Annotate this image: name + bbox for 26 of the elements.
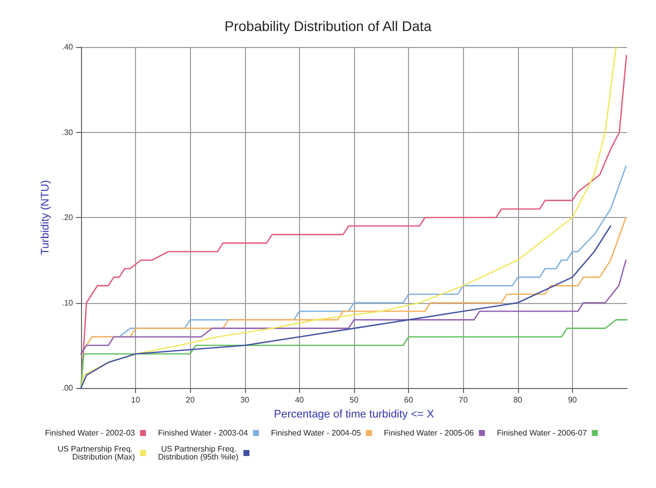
x-tick-label: 10 bbox=[131, 396, 141, 404]
y-tick-label: .30 bbox=[62, 128, 74, 137]
legend-label: Finished Water - 2002-03 bbox=[45, 428, 136, 438]
legend-label: US Partnership Freq. Distribution (95th %ile) bbox=[158, 444, 239, 462]
legend-label: Finished Water - 2005-06 bbox=[384, 428, 474, 438]
legend-label: US Partnership Freq. Distribution (Max) bbox=[58, 444, 136, 462]
x-tick-label: 30 bbox=[240, 396, 250, 404]
x-tick-label: 80 bbox=[513, 396, 523, 404]
line-series bbox=[80, 259, 627, 355]
y-tick-label: .40 bbox=[62, 42, 74, 52]
legend-label: Finished Water - 2003-04 bbox=[158, 428, 248, 438]
x-tick-label: 50 bbox=[350, 396, 359, 404]
x-tick-label: 40 bbox=[294, 396, 304, 404]
x-tick-label: 90 bbox=[568, 396, 578, 404]
chart-title: Probability Distribution of All Data bbox=[224, 18, 432, 34]
y-tick-label: .00 bbox=[62, 384, 74, 392]
x-tick-label: 20 bbox=[186, 396, 196, 404]
y-axis-title: Turbidity (NTU) bbox=[39, 180, 52, 255]
line-series bbox=[80, 225, 612, 389]
legend-label: Finished Water - 2004-05 bbox=[270, 428, 362, 438]
x-tick-label: 70 bbox=[458, 396, 468, 404]
x-axis-title: Percentage of time turbidity <= X bbox=[274, 408, 435, 420]
y-tick-label: .10 bbox=[62, 298, 74, 308]
x-tick-label: 60 bbox=[404, 396, 414, 404]
y-tick-label: .20 bbox=[62, 213, 74, 222]
legend-label: Finished Water - 2006-07 bbox=[496, 428, 588, 438]
